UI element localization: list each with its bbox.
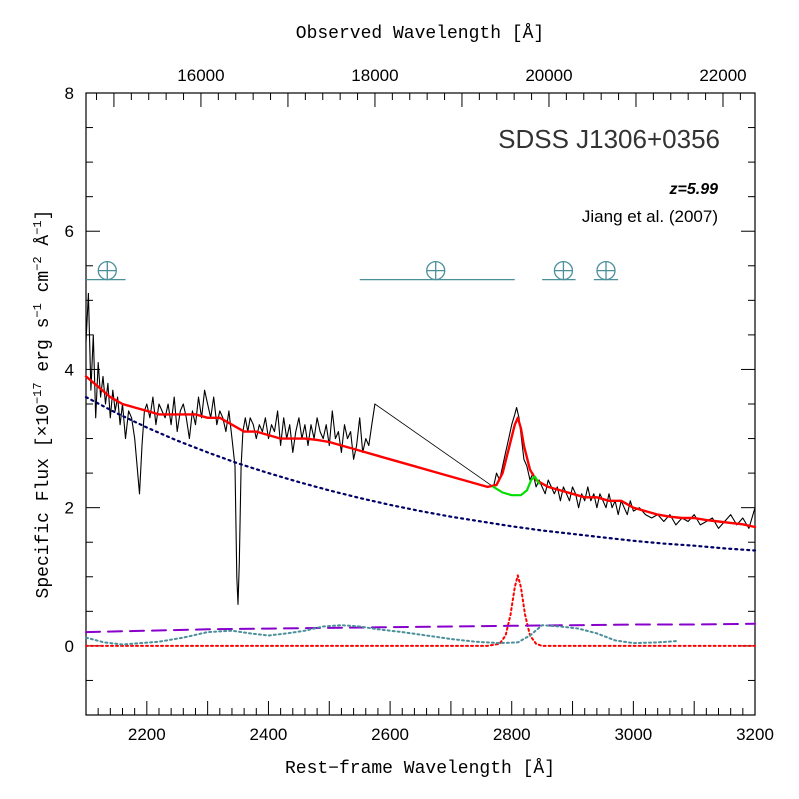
telluric-markers [86, 260, 619, 281]
x2-tick-label: 16000 [177, 66, 224, 85]
top-axis-label: Observed Wavelength [Å] [296, 23, 544, 44]
x2-tick-label: 22000 [699, 66, 746, 85]
x-tick-label: 3200 [736, 725, 774, 744]
x-tick-label: 2400 [250, 725, 288, 744]
x2-tick-label: 20000 [525, 66, 572, 85]
bottom-axis-label: Rest−frame Wavelength [Å] [285, 758, 555, 779]
x2-tick-label: 18000 [351, 66, 398, 85]
y-tick-label: 8 [65, 84, 74, 103]
series-error-spectrum [85, 624, 677, 646]
series-feii-continuum [492, 475, 541, 497]
chart-title: SDSS J1306+0356 [498, 124, 720, 154]
y-tick-label: 4 [65, 360, 74, 379]
reference-label: Jiang et al. (2007) [582, 207, 718, 226]
series-spectrum [85, 292, 376, 605]
redshift-label: z=5.99 [669, 181, 719, 198]
series-power-law [84, 396, 757, 552]
x-tick-label: 3000 [614, 725, 652, 744]
x-tick-label: 2600 [371, 725, 409, 744]
plot-frame [85, 92, 756, 716]
axis-ticks: 2200 2400 2600 2800 3000 3200 0 2 4 6 8 16000 18000 2… [65, 66, 774, 744]
series-spectrum-red [492, 406, 756, 529]
y-tick-label: 2 [65, 499, 74, 518]
x-tick-label: 2200 [128, 725, 166, 744]
series-group [84, 292, 757, 647]
series-model-fit [84, 375, 757, 529]
y-tick-label: 0 [65, 637, 74, 656]
y-axis-label: Specific Flux [×10−17 erg s−1 cm−2 Å−1] [31, 210, 54, 599]
y-tick-label: 6 [65, 222, 74, 241]
series-balmer-continuum [85, 622, 756, 634]
series-mgii-gaussian [85, 574, 756, 647]
series-gap-line [374, 403, 494, 488]
x-tick-label: 2800 [493, 725, 531, 744]
